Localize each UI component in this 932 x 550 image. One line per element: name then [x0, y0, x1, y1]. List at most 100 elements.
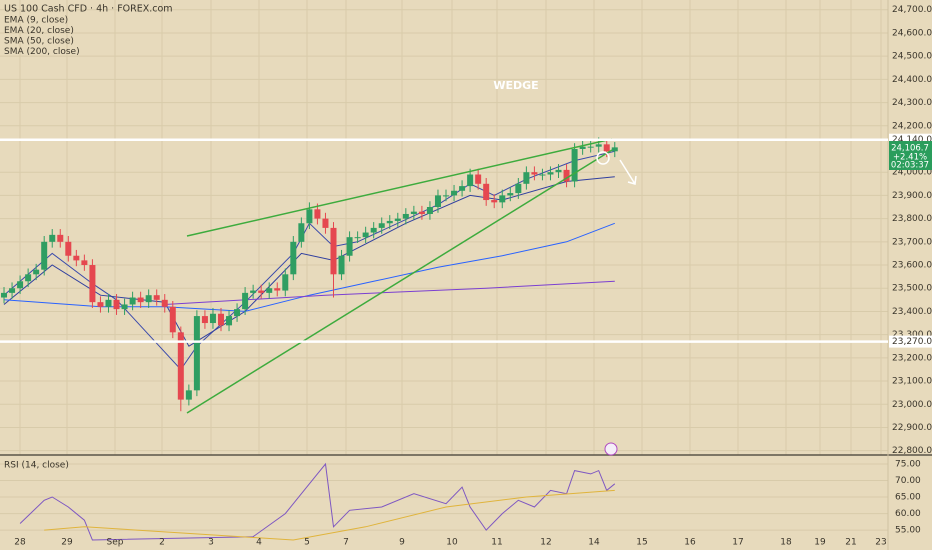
candle-body — [539, 174, 546, 176]
legend-entry: SMA (50, close) — [4, 37, 74, 47]
y-tick-label: 23,100.0 — [892, 377, 932, 387]
candle-body — [25, 274, 32, 282]
candle-body — [145, 295, 152, 303]
event-icon[interactable] — [604, 442, 618, 456]
y-tick-label: 23,900.0 — [892, 191, 932, 201]
candle-body — [298, 223, 305, 242]
candle-body — [354, 237, 361, 239]
x-tick-label: 18 — [780, 538, 792, 548]
candle-body — [563, 169, 570, 182]
candle-body — [483, 183, 490, 201]
candle-body — [507, 193, 514, 196]
x-tick-label: 15 — [636, 538, 647, 548]
candle-body — [290, 241, 297, 275]
candle-body — [73, 255, 80, 261]
candle-body — [434, 195, 441, 208]
candle-body — [410, 211, 417, 214]
level-label: 24,140.0 — [892, 135, 932, 145]
candle-body — [97, 302, 104, 307]
candle-body — [378, 223, 385, 228]
x-tick-label: 3 — [208, 538, 214, 548]
indicator-line — [19, 462, 616, 541]
x-tick-label: 9 — [399, 538, 405, 548]
indicator-line — [3, 176, 615, 347]
candle-body — [451, 190, 458, 196]
candle-body — [402, 213, 409, 219]
y-tick-label: 24,500.0 — [892, 52, 932, 62]
candle-body — [547, 172, 554, 175]
candle-body — [370, 227, 377, 233]
candle-body — [129, 297, 136, 305]
y-tick-label: 23,800.0 — [892, 214, 932, 224]
y-tick-label: 23,700.0 — [892, 237, 932, 247]
y-tick-label: 22,800.0 — [892, 446, 932, 456]
legend-entry: EMA (9, close) — [4, 16, 68, 26]
y-tick-label: 24,000.0 — [892, 168, 932, 178]
x-tick-label: 10 — [446, 538, 458, 548]
candle-body — [266, 288, 273, 293]
candle-body — [394, 218, 401, 221]
candle-body — [555, 169, 562, 173]
candle-body — [33, 269, 40, 275]
x-tick-label: Sep — [107, 538, 124, 548]
candle-body — [322, 218, 329, 228]
candle-body — [603, 144, 610, 152]
y-tick-label: 24,700.0 — [892, 5, 932, 15]
y-tick-label: 22,900.0 — [892, 423, 932, 433]
candle-body — [201, 316, 208, 324]
candle-body — [274, 288, 281, 291]
candle-body — [258, 290, 265, 293]
indicator-line — [3, 222, 615, 312]
y-tick-label: 55.00 — [895, 526, 921, 536]
x-tick-label: 14 — [588, 538, 600, 548]
x-tick-label: 29 — [61, 538, 73, 548]
candle-body — [161, 299, 168, 307]
candle-body — [459, 186, 466, 191]
y-tick-label: 65.00 — [895, 493, 921, 503]
y-tick-label: 23,200.0 — [892, 353, 932, 363]
candle-body — [531, 172, 538, 175]
symbol-title: US 100 Cash CFD · 4h · FOREX.com — [4, 4, 173, 15]
y-tick-label: 24,200.0 — [892, 121, 932, 131]
rsi-title: RSI (14, close) — [4, 461, 69, 471]
price-tag-value: 24,106.7 — [891, 144, 929, 154]
candle-body — [587, 146, 594, 148]
candle-body — [515, 183, 522, 194]
candle-body — [426, 207, 433, 214]
candle-body — [571, 148, 578, 182]
x-tick-label: 4 — [256, 538, 262, 548]
candle-body — [242, 292, 249, 310]
x-tick-label: 17 — [732, 538, 743, 548]
candle-body — [57, 234, 64, 242]
price-tag — [889, 141, 932, 170]
candle-body — [177, 332, 184, 400]
candle-body — [234, 309, 241, 317]
x-tick-label: 12 — [540, 538, 551, 548]
candle-body — [226, 316, 233, 326]
candle-body — [499, 195, 506, 203]
candle-body — [443, 195, 450, 197]
candle-body — [467, 174, 474, 187]
arrow — [619, 159, 637, 185]
marker-circle — [596, 151, 610, 165]
y-tick-label: 75.00 — [895, 459, 921, 469]
candle-body — [346, 237, 353, 256]
x-tick-label: 11 — [491, 538, 502, 548]
candle-body — [386, 220, 393, 224]
candle-body — [185, 390, 192, 400]
candle-body — [475, 174, 482, 184]
y-tick-label: 24,300.0 — [892, 98, 932, 108]
annotation: WEDGE — [493, 79, 538, 92]
x-tick-label: 16 — [684, 538, 696, 548]
y-tick-label: 23,500.0 — [892, 284, 932, 294]
candle-body — [523, 172, 530, 184]
candle-body — [169, 306, 176, 333]
candle-body — [81, 260, 88, 266]
y-tick-label: 70.00 — [895, 476, 921, 486]
candle-body — [65, 241, 72, 256]
candle-body — [330, 227, 337, 275]
y-tick-label: 24,600.0 — [892, 28, 932, 38]
candle-body — [153, 295, 160, 300]
